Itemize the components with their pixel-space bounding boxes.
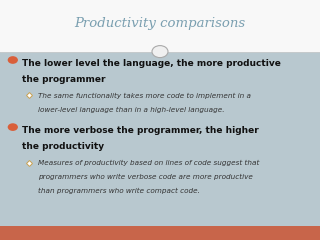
Circle shape	[8, 123, 18, 131]
Text: the programmer: the programmer	[22, 75, 106, 84]
Text: The lower level the language, the more productive: The lower level the language, the more p…	[22, 59, 281, 68]
Text: than programmers who write compact code.: than programmers who write compact code.	[38, 187, 200, 194]
Text: the productivity: the productivity	[22, 142, 105, 151]
Circle shape	[152, 46, 168, 58]
Text: programmers who write verbose code are more productive: programmers who write verbose code are m…	[38, 174, 253, 180]
Text: The more verbose the programmer, the higher: The more verbose the programmer, the hig…	[22, 126, 259, 135]
FancyBboxPatch shape	[0, 0, 320, 52]
Circle shape	[8, 56, 18, 64]
Text: The same functionality takes more code to implement in a: The same functionality takes more code t…	[38, 93, 252, 99]
Text: lower-level language than in a high-level language.: lower-level language than in a high-leve…	[38, 107, 225, 113]
Text: Productivity comparisons: Productivity comparisons	[75, 17, 245, 30]
FancyBboxPatch shape	[0, 226, 320, 240]
Text: Measures of productivity based on lines of code suggest that: Measures of productivity based on lines …	[38, 160, 260, 166]
